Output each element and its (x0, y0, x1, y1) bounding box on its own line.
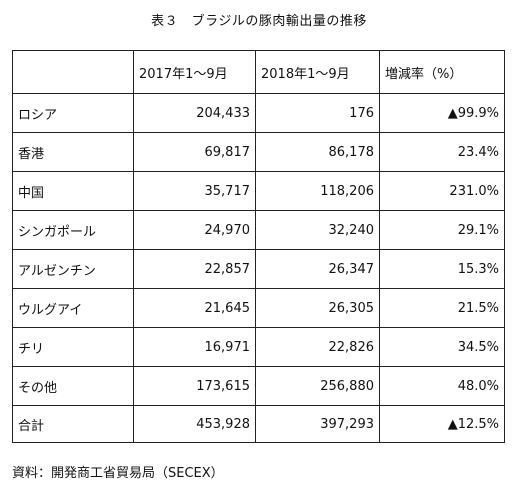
value-2018-cell: 118,206 (255, 171, 380, 211)
change-cell: 29.1% (379, 210, 505, 250)
total-label-cell: 合計 (12, 405, 134, 443)
change-cell: 48.0% (379, 366, 505, 406)
table-row: アルゼンチン 22,857 26,347 15.3% (12, 249, 505, 289)
table-row: 香港 69,817 86,178 23.4% (12, 132, 505, 172)
value-2018-cell: 86,178 (255, 132, 380, 172)
table-row: 中国 35,717 118,206 231.0% (12, 171, 505, 211)
country-cell: チリ (12, 327, 134, 367)
total-2017-cell: 453,928 (133, 405, 256, 443)
value-2017-cell: 204,433 (133, 93, 256, 133)
pork-export-table: 2017年1～9月 2018年1～9月 増減率（%） ロシア 204,433 1… (12, 50, 505, 443)
source-note: 資料：開発商工省貿易局（SECEX） (12, 466, 224, 481)
header-cell-blank (12, 50, 134, 94)
change-cell: 15.3% (379, 249, 505, 289)
value-2018-cell: 256,880 (255, 366, 380, 406)
country-cell: シンガポール (12, 210, 134, 250)
value-2018-cell: 32,240 (255, 210, 380, 250)
value-2018-cell: 176 (255, 93, 380, 133)
country-cell: 香港 (12, 132, 134, 172)
country-cell: ウルグアイ (12, 288, 134, 328)
country-cell: 中国 (12, 171, 134, 211)
change-cell: 231.0% (379, 171, 505, 211)
table-header-row: 2017年1～9月 2018年1～9月 増減率（%） (12, 50, 505, 94)
value-2017-cell: 24,970 (133, 210, 256, 250)
value-2017-cell: 16,971 (133, 327, 256, 367)
table-row: シンガポール 24,970 32,240 29.1% (12, 210, 505, 250)
header-cell-change: 増減率（%） (379, 50, 505, 94)
table-row: ロシア 204,433 176 ▲99.9% (12, 93, 505, 133)
value-2017-cell: 21,645 (133, 288, 256, 328)
value-2018-cell: 26,305 (255, 288, 380, 328)
total-change-cell: ▲12.5% (379, 405, 505, 443)
table-total-row: 合計 453,928 397,293 ▲12.5% (12, 405, 505, 443)
change-cell: ▲99.9% (379, 93, 505, 133)
value-2017-cell: 22,857 (133, 249, 256, 289)
country-cell: その他 (12, 366, 134, 406)
value-2018-cell: 26,347 (255, 249, 380, 289)
change-cell: 34.5% (379, 327, 505, 367)
table-row: チリ 16,971 22,826 34.5% (12, 327, 505, 367)
value-2017-cell: 69,817 (133, 132, 256, 172)
change-cell: 21.5% (379, 288, 505, 328)
value-2017-cell: 173,615 (133, 366, 256, 406)
table-title: 表３ ブラジルの豚肉輸出量の推移 (151, 14, 367, 29)
value-2017-cell: 35,717 (133, 171, 256, 211)
table-row: その他 173,615 256,880 48.0% (12, 366, 505, 406)
change-cell: 23.4% (379, 132, 505, 172)
total-2018-cell: 397,293 (255, 405, 380, 443)
table-row: ウルグアイ 21,645 26,305 21.5% (12, 288, 505, 328)
header-cell-2017: 2017年1～9月 (133, 50, 256, 94)
header-cell-2018: 2018年1～9月 (255, 50, 380, 94)
country-cell: ロシア (12, 93, 134, 133)
value-2018-cell: 22,826 (255, 327, 380, 367)
country-cell: アルゼンチン (12, 249, 134, 289)
